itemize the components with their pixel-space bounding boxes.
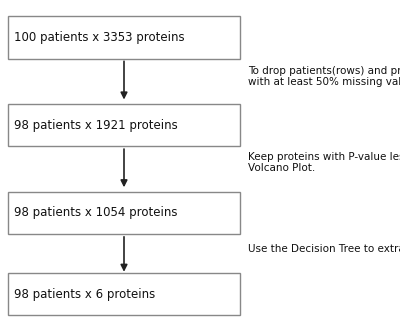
- Text: To drop patients(rows) and proteins(columns)
with at least 50% missing values ba: To drop patients(rows) and proteins(colu…: [248, 66, 400, 87]
- Text: Use the Decision Tree to extract key proteins.: Use the Decision Tree to extract key pro…: [248, 244, 400, 254]
- Text: 98 patients x 6 proteins: 98 patients x 6 proteins: [14, 288, 155, 301]
- FancyBboxPatch shape: [8, 192, 240, 234]
- Text: Keep proteins with P-value less than 0.05 from
Volcano Plot.: Keep proteins with P-value less than 0.0…: [248, 152, 400, 173]
- Text: 98 patients x 1921 proteins: 98 patients x 1921 proteins: [14, 119, 178, 132]
- FancyBboxPatch shape: [8, 273, 240, 315]
- FancyBboxPatch shape: [8, 104, 240, 146]
- Text: 100 patients x 3353 proteins: 100 patients x 3353 proteins: [14, 31, 185, 44]
- FancyBboxPatch shape: [8, 16, 240, 58]
- Text: 98 patients x 1054 proteins: 98 patients x 1054 proteins: [14, 206, 178, 219]
